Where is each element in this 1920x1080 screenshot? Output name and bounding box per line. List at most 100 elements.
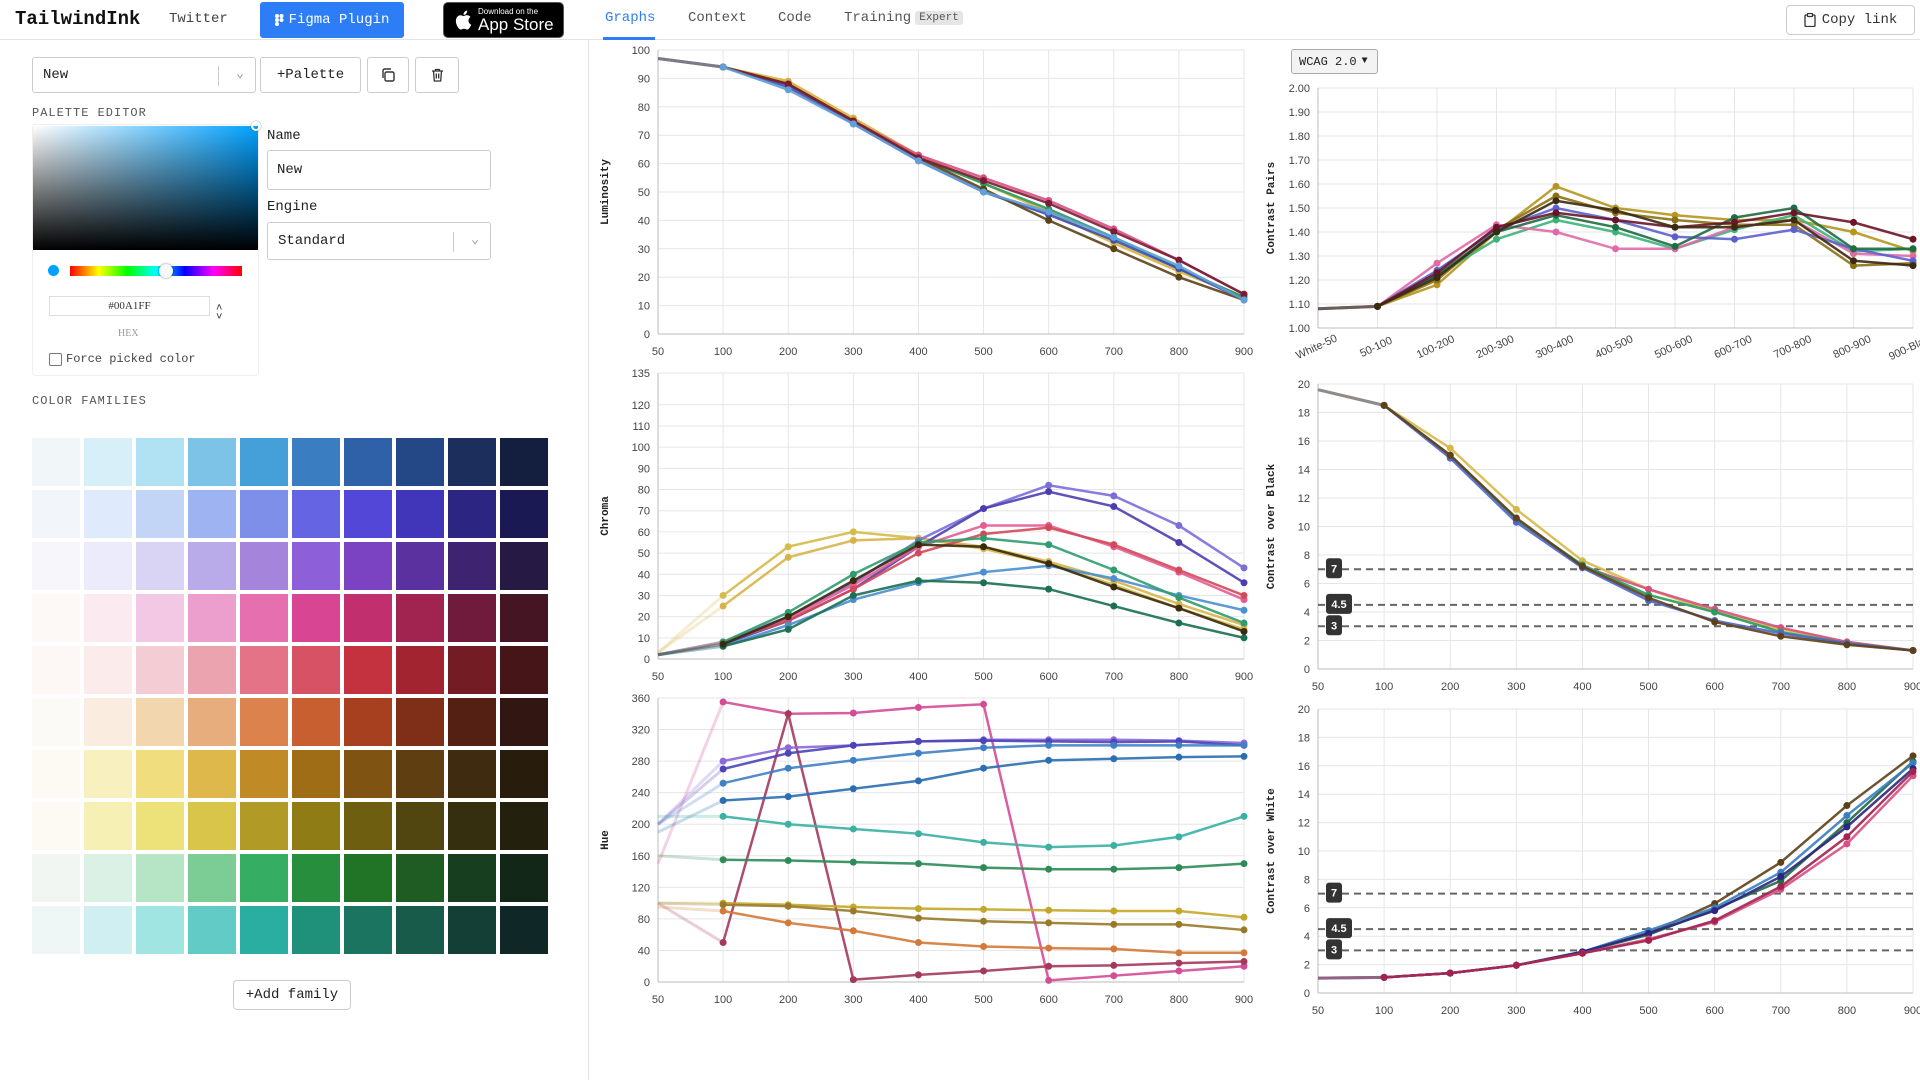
color-swatch[interactable] bbox=[292, 594, 340, 642]
color-swatch[interactable] bbox=[240, 646, 288, 694]
color-swatch[interactable] bbox=[32, 438, 80, 486]
saturation-handle[interactable] bbox=[251, 121, 261, 131]
wcag-select[interactable]: WCAG 2.0 ▼ bbox=[1291, 49, 1378, 74]
color-swatch[interactable] bbox=[448, 542, 496, 590]
color-swatch[interactable] bbox=[448, 490, 496, 538]
color-swatch[interactable] bbox=[344, 438, 392, 486]
tab-context[interactable]: Context bbox=[688, 10, 747, 26]
color-swatch[interactable] bbox=[396, 542, 444, 590]
color-swatch[interactable] bbox=[136, 594, 184, 642]
palette-select[interactable]: New ⌄ bbox=[32, 57, 256, 93]
color-swatch[interactable] bbox=[136, 854, 184, 902]
color-swatch[interactable] bbox=[396, 594, 444, 642]
color-swatch[interactable] bbox=[396, 906, 444, 954]
color-swatch[interactable] bbox=[136, 906, 184, 954]
engine-select[interactable]: Standard ⌄ bbox=[267, 222, 491, 260]
color-swatch[interactable] bbox=[344, 750, 392, 798]
color-swatch[interactable] bbox=[32, 750, 80, 798]
color-swatch[interactable] bbox=[240, 594, 288, 642]
color-swatch[interactable] bbox=[240, 802, 288, 850]
app-store-button[interactable]: Download on the App Store bbox=[443, 2, 564, 38]
color-swatch[interactable] bbox=[136, 802, 184, 850]
color-swatch[interactable] bbox=[396, 646, 444, 694]
color-swatch[interactable] bbox=[448, 438, 496, 486]
app-logo[interactable]: TailwindInk bbox=[15, 8, 141, 30]
color-swatch[interactable] bbox=[240, 438, 288, 486]
format-toggle-icon[interactable]: ˄ ˅ bbox=[216, 302, 223, 323]
color-swatch[interactable] bbox=[500, 802, 548, 850]
hue-slider[interactable] bbox=[70, 266, 242, 276]
color-swatch[interactable] bbox=[188, 802, 236, 850]
color-swatch[interactable] bbox=[136, 750, 184, 798]
color-swatch[interactable] bbox=[240, 906, 288, 954]
color-swatch[interactable] bbox=[32, 542, 80, 590]
color-swatch[interactable] bbox=[344, 854, 392, 902]
color-swatch[interactable] bbox=[240, 542, 288, 590]
duplicate-palette-button[interactable] bbox=[367, 57, 409, 93]
figma-plugin-button[interactable]: Figma Plugin bbox=[260, 2, 404, 38]
color-swatch[interactable] bbox=[448, 594, 496, 642]
color-swatch[interactable] bbox=[500, 490, 548, 538]
color-swatch[interactable] bbox=[292, 490, 340, 538]
color-swatch[interactable] bbox=[292, 438, 340, 486]
tab-code[interactable]: Code bbox=[778, 10, 812, 26]
color-swatch[interactable] bbox=[240, 490, 288, 538]
color-swatch[interactable] bbox=[84, 646, 132, 694]
hex-input[interactable]: #00A1FF bbox=[49, 296, 210, 316]
color-swatch[interactable] bbox=[448, 698, 496, 746]
copy-link-button[interactable]: Copy link bbox=[1786, 5, 1915, 35]
add-family-button[interactable]: +Add family bbox=[233, 980, 351, 1010]
color-swatch[interactable] bbox=[448, 750, 496, 798]
hue-slider-handle[interactable] bbox=[159, 264, 173, 278]
color-swatch[interactable] bbox=[500, 542, 548, 590]
color-swatch[interactable] bbox=[344, 490, 392, 538]
color-swatch[interactable] bbox=[240, 698, 288, 746]
color-swatch[interactable] bbox=[500, 698, 548, 746]
color-swatch[interactable] bbox=[136, 646, 184, 694]
color-swatch[interactable] bbox=[292, 542, 340, 590]
color-swatch[interactable] bbox=[84, 906, 132, 954]
color-swatch[interactable] bbox=[500, 594, 548, 642]
delete-palette-button[interactable] bbox=[415, 57, 459, 93]
color-swatch[interactable] bbox=[188, 750, 236, 798]
color-swatch[interactable] bbox=[84, 594, 132, 642]
color-swatch[interactable] bbox=[292, 750, 340, 798]
color-swatch[interactable] bbox=[448, 854, 496, 902]
color-swatch[interactable] bbox=[84, 802, 132, 850]
color-swatch[interactable] bbox=[84, 750, 132, 798]
color-swatch[interactable] bbox=[500, 906, 548, 954]
color-swatch[interactable] bbox=[32, 854, 80, 902]
color-swatch[interactable] bbox=[84, 542, 132, 590]
color-swatch[interactable] bbox=[344, 646, 392, 694]
color-swatch[interactable] bbox=[448, 646, 496, 694]
color-swatch[interactable] bbox=[188, 854, 236, 902]
color-swatch[interactable] bbox=[136, 542, 184, 590]
color-swatch[interactable] bbox=[188, 542, 236, 590]
color-swatch[interactable] bbox=[500, 854, 548, 902]
add-palette-button[interactable]: +Palette bbox=[260, 57, 361, 93]
color-swatch[interactable] bbox=[188, 646, 236, 694]
color-swatch[interactable] bbox=[396, 802, 444, 850]
color-swatch[interactable] bbox=[84, 854, 132, 902]
tab-training[interactable]: Training Expert bbox=[844, 10, 963, 26]
color-swatch[interactable] bbox=[396, 854, 444, 902]
twitter-link[interactable]: Twitter bbox=[169, 11, 228, 27]
color-swatch[interactable] bbox=[136, 438, 184, 486]
color-swatch[interactable] bbox=[448, 802, 496, 850]
color-swatch[interactable] bbox=[396, 490, 444, 538]
color-swatch[interactable] bbox=[136, 698, 184, 746]
color-swatch[interactable] bbox=[292, 646, 340, 694]
color-swatch[interactable] bbox=[292, 698, 340, 746]
color-swatch[interactable] bbox=[344, 802, 392, 850]
color-swatch[interactable] bbox=[344, 698, 392, 746]
force-color-checkbox[interactable] bbox=[49, 353, 62, 366]
color-swatch[interactable] bbox=[32, 594, 80, 642]
color-swatch[interactable] bbox=[344, 594, 392, 642]
color-swatch[interactable] bbox=[240, 854, 288, 902]
color-swatch[interactable] bbox=[448, 906, 496, 954]
color-swatch[interactable] bbox=[396, 698, 444, 746]
color-swatch[interactable] bbox=[500, 646, 548, 694]
tab-graphs[interactable]: Graphs bbox=[605, 10, 656, 26]
color-swatch[interactable] bbox=[32, 698, 80, 746]
color-swatch[interactable] bbox=[32, 490, 80, 538]
